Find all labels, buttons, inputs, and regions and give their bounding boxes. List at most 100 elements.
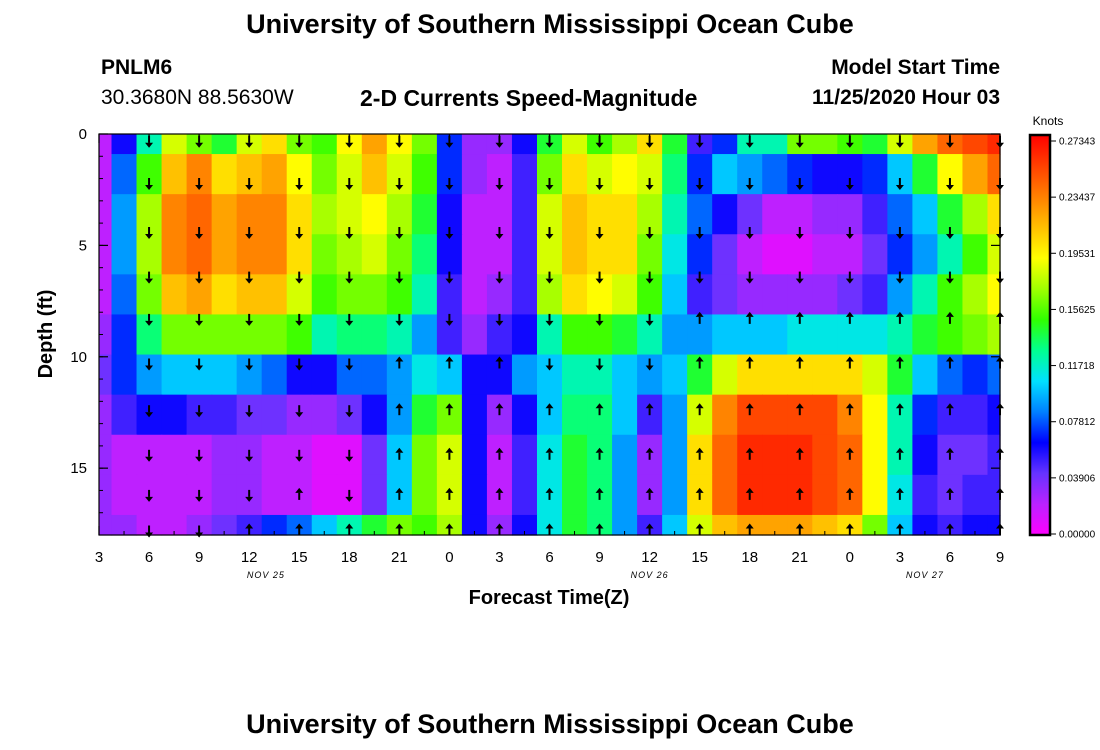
heatmap-cell — [762, 354, 788, 396]
heatmap-cell — [511, 474, 538, 516]
heatmap-cell — [712, 394, 738, 436]
heatmap-cell — [461, 314, 488, 356]
current-vector — [895, 403, 904, 416]
current-vector — [795, 356, 804, 369]
heatmap-cell — [311, 314, 338, 356]
current-vector — [895, 311, 904, 324]
current-vector — [445, 227, 454, 239]
current-vector — [495, 271, 504, 284]
heatmap-cell — [111, 194, 138, 235]
current-vector — [745, 356, 754, 369]
current-vector — [745, 271, 754, 284]
current-vector — [545, 447, 554, 460]
heatmap-cell — [812, 434, 838, 476]
heatmap-cell — [962, 434, 989, 476]
heatmap-cell — [987, 274, 1001, 316]
heatmap-cell — [261, 514, 288, 536]
heatmap-cell — [161, 134, 188, 155]
heatmap-cell — [261, 394, 288, 436]
current-vector — [145, 227, 154, 239]
current-vector — [245, 178, 254, 190]
current-vector — [195, 227, 204, 239]
heatmap-cell — [511, 514, 538, 536]
heatmap-cell — [987, 514, 1001, 536]
heatmap-cell — [461, 274, 488, 316]
heatmap-cell — [762, 474, 788, 516]
x-tick-label: 3 — [896, 549, 904, 566]
heatmap-cell — [912, 394, 939, 436]
current-vector — [595, 271, 604, 284]
current-vector — [845, 487, 854, 500]
heatmap-cell — [211, 234, 238, 275]
heatmap-cell — [862, 234, 888, 275]
heatmap-cell — [286, 234, 313, 275]
heatmap-cell — [762, 274, 788, 316]
heatmap-cell — [812, 134, 838, 155]
heatmap-cell — [211, 274, 238, 316]
colorbar-tick-label: 0.15625 — [1059, 305, 1096, 316]
heatmap-cell — [211, 514, 238, 536]
heatmap-cell — [99, 434, 113, 476]
current-vector — [395, 271, 404, 284]
heatmap-cell — [461, 434, 488, 476]
station-coords: 30.3680N 88.5630W — [101, 86, 294, 109]
heatmap-cell — [812, 514, 838, 536]
heatmap-cell — [912, 134, 939, 155]
heatmap-cell — [411, 234, 438, 275]
current-vector — [245, 489, 254, 502]
heatmap-cell — [436, 234, 463, 275]
current-vector — [345, 489, 354, 502]
heatmap-cell — [712, 154, 738, 195]
heatmap-cell — [186, 234, 213, 275]
heatmap-cell — [962, 514, 989, 536]
current-vector — [395, 447, 404, 460]
heatmap-cell — [111, 434, 138, 476]
current-vector — [595, 358, 604, 371]
current-vector — [145, 313, 154, 326]
current-vector — [645, 358, 654, 371]
heatmap-cell — [361, 474, 388, 516]
current-vector — [845, 227, 854, 239]
x-tick-label: 9 — [595, 549, 603, 566]
colorbar-ticks: 0.27343 0.23437 0.19531 0.15625 0.11718 0.078… — [1050, 137, 1096, 541]
current-vector — [845, 447, 854, 460]
heatmap-cell — [261, 234, 288, 275]
chart-title: University of Southern Mississippi Ocean… — [246, 9, 854, 39]
current-vector — [145, 178, 154, 190]
current-vector — [445, 487, 454, 500]
colorbar-tick-label: 0.27343 — [1059, 137, 1096, 148]
heatmap-cell — [862, 354, 888, 396]
heatmap-cell — [762, 314, 788, 356]
current-vector — [645, 227, 654, 239]
heatmap-cell — [311, 474, 338, 516]
current-vector — [545, 358, 554, 371]
heatmap-cell — [536, 234, 563, 275]
current-vector — [695, 447, 704, 460]
heatmap-cell — [461, 514, 488, 536]
heatmap-cell — [261, 154, 288, 195]
current-vector — [695, 227, 704, 239]
current-vector — [695, 356, 704, 369]
current-vector — [595, 178, 604, 190]
x-tick-label: 6 — [145, 549, 153, 566]
current-vector — [945, 403, 954, 416]
heatmap-cell — [411, 194, 438, 235]
current-vector — [795, 178, 804, 190]
heatmap-cell — [637, 234, 663, 275]
current-vector — [495, 447, 504, 460]
current-vector — [145, 271, 154, 284]
heatmap-cell — [99, 314, 113, 356]
heatmap-cell — [612, 234, 638, 275]
heatmap-cell — [612, 514, 638, 536]
current-vector — [295, 487, 304, 500]
current-vector — [895, 487, 904, 500]
heatmap-cell — [662, 194, 688, 235]
heatmap-cell — [562, 354, 588, 396]
current-vector — [895, 178, 904, 190]
current-vector — [295, 313, 304, 326]
heatmap-cell — [562, 154, 588, 195]
heatmap-cell — [411, 514, 438, 536]
current-vector — [845, 403, 854, 416]
heatmap-cell — [712, 434, 738, 476]
heatmap-cell — [962, 274, 989, 316]
